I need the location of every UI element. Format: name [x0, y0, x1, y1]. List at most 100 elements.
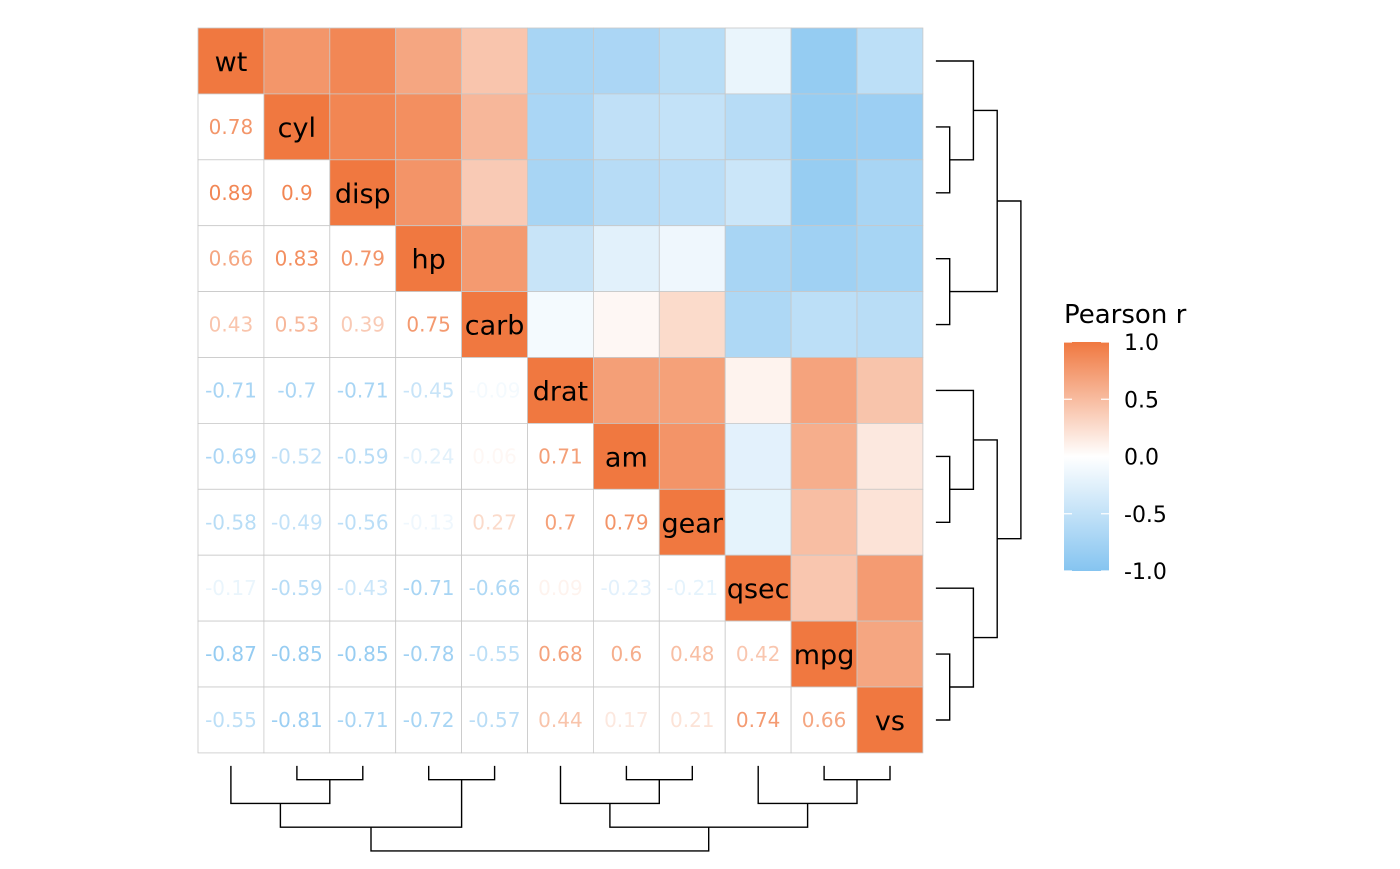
dendrogram-branch: [935, 455, 951, 523]
value-label-vs-drat: 0.44: [538, 708, 583, 732]
heatmap-cell-am-cyl: [263, 422, 331, 490]
heatmap-cell-disp-vs: [856, 159, 924, 227]
value-label-qsec-gear: -0.21: [666, 576, 718, 600]
diagonal-label-cyl: cyl: [278, 113, 316, 144]
heatmap-cell-vs-drat: [527, 686, 594, 754]
heatmap-cell-hp-mpg: [790, 225, 858, 292]
dendrogram-branch: [230, 765, 331, 805]
value-label-hp-disp: 0.79: [340, 247, 385, 271]
value-label-vs-gear: 0.21: [670, 708, 715, 732]
heatmap-cell-qsec-am: [593, 554, 660, 622]
heatmap-cell-qsec-wt: [197, 554, 265, 622]
heatmap-cell-carb-hp: [395, 291, 463, 358]
heatmap-cell-qsec-hp: [395, 554, 463, 622]
value-label-drat-carb: -0.09: [469, 378, 521, 402]
heatmap-cell-wt-am: [593, 27, 660, 95]
heatmap-cell-disp-hp: [395, 159, 463, 227]
heatmap-cell-disp-wt: [197, 159, 265, 227]
heatmap-cell-wt-wt: [197, 27, 265, 95]
dendrogram-branch: [935, 653, 951, 721]
value-label-carb-hp: 0.75: [406, 313, 451, 337]
heatmap-cell-gear-drat: [527, 488, 594, 556]
heatmap-cells: [197, 27, 924, 754]
heatmap-cell-gear-mpg: [790, 488, 858, 556]
value-label-qsec-carb: -0.66: [469, 576, 521, 600]
value-label-am-hp: -0.24: [403, 444, 455, 468]
color-legend: Pearson r 1.0 0.5 0.0 -0.5 -1.0: [1064, 300, 1187, 585]
heatmap-cell-hp-disp: [329, 225, 397, 292]
heatmap-cell-hp-vs: [856, 225, 924, 292]
heatmap-cell-am-disp: [329, 422, 397, 490]
heatmap-cell-disp-mpg: [790, 159, 858, 227]
value-label-mpg-cyl: -0.85: [271, 642, 323, 666]
heatmap-cell-cyl-vs: [856, 93, 924, 161]
heatmap-cell-vs-disp: [329, 686, 397, 754]
value-label-cyl-wt: 0.78: [209, 115, 254, 139]
value-label-gear-hp: -0.13: [403, 510, 455, 534]
value-label-am-carb: 0.06: [472, 444, 517, 468]
value-label-am-disp: -0.59: [337, 444, 389, 468]
heatmap-cell-mpg-vs: [856, 620, 924, 688]
heatmap-cell-qsec-drat: [527, 554, 594, 622]
dendrogram-branch: [559, 765, 660, 805]
legend-tick-label: -1.0: [1124, 560, 1167, 585]
dendrogram-branch: [609, 803, 809, 828]
heatmap-cell-cyl-cyl: [263, 93, 331, 161]
dendrogram-branch: [757, 765, 858, 805]
right-dendrogram: [935, 60, 1022, 721]
diagonal-label-drat: drat: [533, 376, 588, 407]
heatmap-cell-vs-gear: [658, 686, 726, 754]
heatmap-cell-disp-drat: [527, 159, 594, 227]
heatmap-cell-cyl-wt: [197, 93, 265, 161]
heatmap-cell-gear-vs: [856, 488, 924, 556]
heatmap-cell-drat-mpg: [790, 357, 858, 424]
heatmap-cell-gear-cyl: [263, 488, 331, 556]
value-label-mpg-hp: -0.78: [403, 642, 455, 666]
heatmap-cell-cyl-gear: [658, 93, 726, 161]
legend-title: Pearson r: [1064, 300, 1187, 330]
heatmap-cell-wt-vs: [856, 27, 924, 95]
legend-tick-label: 1.0: [1124, 331, 1159, 356]
heatmap-cell-drat-hp: [395, 357, 463, 424]
heatmap-cell-disp-disp: [329, 159, 397, 227]
heatmap-cell-qsec-gear: [658, 554, 726, 622]
heatmap-cell-carb-mpg: [790, 291, 858, 358]
heatmap-cell-vs-cyl: [263, 686, 331, 754]
diagonal-label-hp: hp: [412, 245, 446, 276]
heatmap-cell-carb-wt: [197, 291, 265, 358]
heatmap-cell-cyl-carb: [461, 93, 528, 161]
value-label-drat-wt: -0.71: [205, 378, 257, 402]
heatmap-cell-cyl-qsec: [724, 93, 792, 161]
heatmap-cell-carb-qsec: [724, 291, 792, 358]
heatmap-cell-disp-gear: [658, 159, 726, 227]
heatmap-cell-gear-qsec: [724, 488, 792, 556]
heatmap-cell-hp-hp: [395, 225, 463, 292]
heatmap-cell-mpg-gear: [658, 620, 726, 688]
heatmap-cell-am-hp: [395, 422, 463, 490]
heatmap-cell-am-vs: [856, 422, 924, 490]
value-label-disp-wt: 0.89: [209, 181, 254, 205]
heatmap-cell-cyl-mpg: [790, 93, 858, 161]
heatmap-cell-qsec-mpg: [790, 554, 858, 622]
diagonal-label-carb: carb: [465, 311, 525, 342]
value-label-drat-cyl: -0.7: [277, 378, 316, 402]
legend-ticks: 1.0 0.5 0.0 -0.5 -1.0: [1064, 331, 1167, 585]
dendrogram-branch: [823, 765, 891, 781]
diagonal-label-mpg: mpg: [794, 640, 855, 671]
dendrogram-branch: [935, 60, 975, 161]
heatmap-cell-am-gear: [658, 422, 726, 490]
heatmap-cell-qsec-qsec: [724, 554, 792, 622]
heatmap-cell-disp-am: [593, 159, 660, 227]
value-label-gear-wt: -0.58: [205, 510, 257, 534]
value-label-mpg-drat: 0.68: [538, 642, 583, 666]
diagonal-label-gear: gear: [662, 508, 724, 539]
heatmap-cell-mpg-qsec: [724, 620, 792, 688]
diagonal-label-wt: wt: [215, 47, 248, 78]
value-label-carb-disp: 0.39: [340, 313, 385, 337]
value-label-hp-wt: 0.66: [209, 247, 254, 271]
legend-tick-label: 0.5: [1124, 388, 1159, 413]
value-label-qsec-drat: 0.09: [538, 576, 583, 600]
heatmap-cell-wt-mpg: [790, 27, 858, 95]
